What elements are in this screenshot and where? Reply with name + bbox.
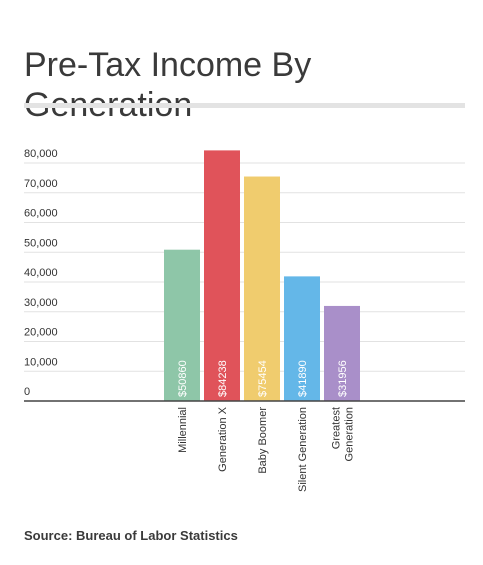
y-tick-label: 60,000 bbox=[24, 208, 58, 220]
source-note: Source: Bureau of Labor Statistics bbox=[24, 528, 238, 543]
bar-data-label: $41890 bbox=[297, 360, 309, 397]
bar bbox=[324, 305, 360, 401]
bar bbox=[244, 176, 280, 401]
x-tick-label: Generation X bbox=[217, 406, 229, 471]
y-tick-label: 10,000 bbox=[24, 356, 58, 368]
title-divider bbox=[24, 103, 465, 108]
y-tick-label: 40,000 bbox=[24, 267, 58, 279]
x-tick-label: Baby Boomer bbox=[257, 407, 269, 474]
bar-chart: 0 10,000 20,000 30,000 40,000 50,000 60,000 70,… bbox=[24, 148, 465, 492]
bar bbox=[164, 249, 200, 401]
bar bbox=[284, 276, 320, 401]
bar bbox=[204, 150, 240, 401]
x-tick-label: Generation bbox=[344, 407, 356, 461]
x-tick-label: Greatest bbox=[331, 407, 343, 449]
bar-data-label: $75454 bbox=[257, 360, 269, 397]
y-tick-label: 0 bbox=[24, 386, 30, 398]
y-tick-label: 50,000 bbox=[24, 237, 58, 249]
y-tick-label: 20,000 bbox=[24, 327, 58, 339]
bar-data-label: $50860 bbox=[177, 360, 189, 397]
y-tick-label: 30,000 bbox=[24, 297, 58, 309]
y-tick-label: 70,000 bbox=[24, 178, 58, 190]
y-tick-label: 80,000 bbox=[24, 148, 58, 160]
x-tick-label: Silent Generation bbox=[297, 407, 309, 492]
x-tick-label: Millennial bbox=[177, 407, 189, 453]
bar-data-label: $84238 bbox=[217, 360, 229, 397]
bar-data-label: $31956 bbox=[337, 360, 349, 397]
